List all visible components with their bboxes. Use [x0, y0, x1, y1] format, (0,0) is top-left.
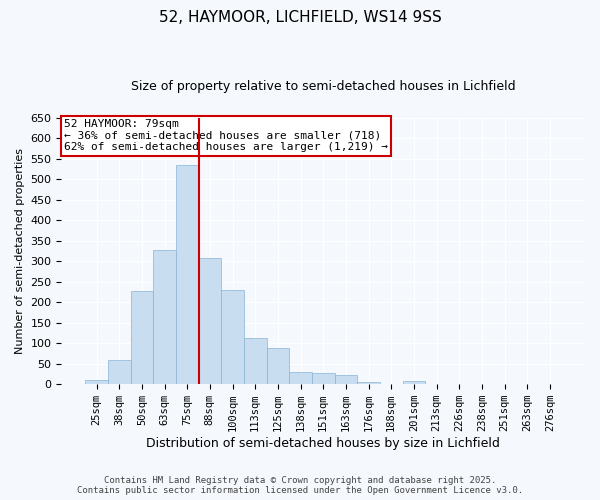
Bar	[312, 373, 335, 384]
Title: Size of property relative to semi-detached houses in Lichfield: Size of property relative to semi-detach…	[131, 80, 515, 93]
Bar	[176, 165, 199, 384]
Bar	[131, 291, 153, 384]
Bar	[266, 348, 289, 384]
X-axis label: Distribution of semi-detached houses by size in Lichfield: Distribution of semi-detached houses by …	[146, 437, 500, 450]
Bar	[335, 375, 357, 384]
Bar	[357, 382, 380, 384]
Bar	[289, 372, 312, 384]
Bar	[244, 338, 266, 384]
Bar	[221, 290, 244, 384]
Bar	[153, 250, 176, 384]
Text: 52 HAYMOOR: 79sqm
← 36% of semi-detached houses are smaller (718)
62% of semi-de: 52 HAYMOOR: 79sqm ← 36% of semi-detached…	[64, 119, 388, 152]
Text: 52, HAYMOOR, LICHFIELD, WS14 9SS: 52, HAYMOOR, LICHFIELD, WS14 9SS	[158, 10, 442, 25]
Bar	[403, 382, 425, 384]
Text: Contains HM Land Registry data © Crown copyright and database right 2025.
Contai: Contains HM Land Registry data © Crown c…	[77, 476, 523, 495]
Y-axis label: Number of semi-detached properties: Number of semi-detached properties	[15, 148, 25, 354]
Bar	[199, 258, 221, 384]
Bar	[108, 360, 131, 384]
Bar	[85, 380, 108, 384]
